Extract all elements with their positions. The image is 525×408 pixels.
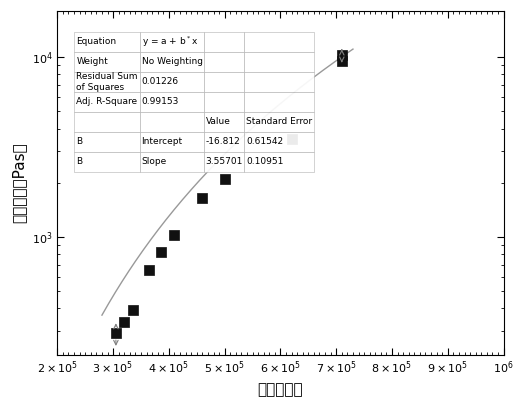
Y-axis label: 零切粘度（Pas）: 零切粘度（Pas） <box>11 143 26 223</box>
Point <box>338 52 346 59</box>
Point <box>156 249 165 255</box>
Point <box>338 58 346 64</box>
Point <box>112 330 120 337</box>
Point <box>129 307 137 313</box>
Point <box>120 319 129 325</box>
Point <box>170 232 178 238</box>
Point <box>198 194 206 201</box>
Point <box>145 267 154 274</box>
X-axis label: 相对分子量: 相对分子量 <box>258 382 303 397</box>
Point <box>287 135 296 142</box>
Point <box>220 175 229 182</box>
